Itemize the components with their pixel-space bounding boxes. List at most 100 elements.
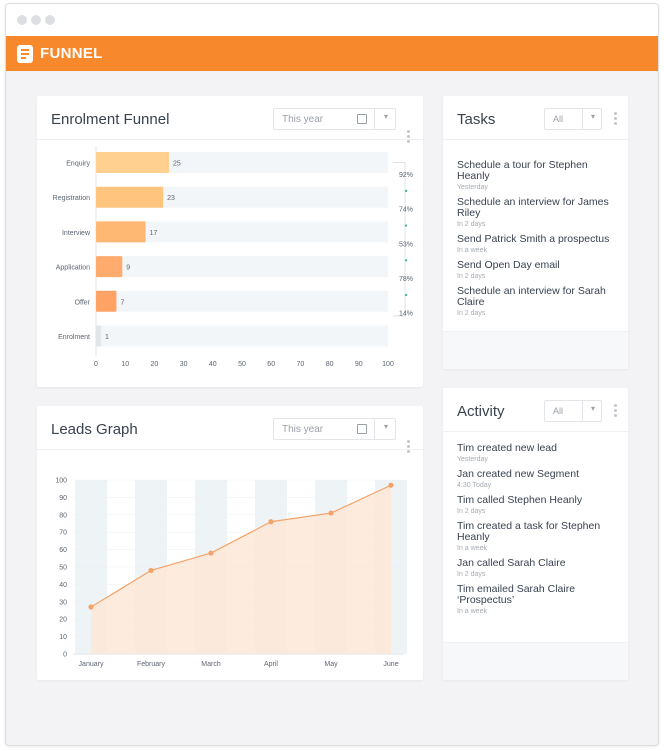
period-select[interactable]: This year ▾ [273, 108, 396, 130]
x-tick-label: 40 [209, 361, 217, 368]
category-label: Enquiry [66, 161, 90, 168]
funnel-bar [96, 290, 117, 312]
activity-text: Tim created a task for Stephen Heanly [457, 520, 601, 543]
y-tick-label: 0 [63, 652, 67, 659]
card-title: Leads Graph [51, 421, 138, 438]
activity-text: Tim called Stephen Heanly [457, 494, 583, 506]
tasks-filter-select[interactable]: All ▾ [544, 108, 602, 130]
task-item[interactable]: Send Open Day email In 2 days [457, 259, 618, 281]
activity-item[interactable]: Tim created a task for Stephen Heanly In … [457, 520, 618, 553]
task-text: Schedule a tour for Stephen Heanly [457, 159, 588, 182]
task-item[interactable]: Schedule an interview for James Riley In … [457, 197, 618, 229]
task-due: Yesterday [457, 184, 488, 191]
task-due: In 2 days [457, 221, 486, 228]
app-window: FUNNEL Enrolment Funnel This year ▾ Enqu… [5, 3, 659, 746]
data-point [268, 519, 274, 525]
x-tick-label: 90 [355, 361, 363, 368]
data-point [148, 567, 154, 574]
conversion-marker [405, 189, 407, 192]
kebab-menu-icon[interactable] [407, 440, 411, 455]
data-point [328, 510, 334, 516]
period-value: This year [282, 114, 324, 125]
bar-track [96, 290, 388, 312]
value-label: 25 [173, 161, 181, 168]
task-item[interactable]: Send Patrick Smith a prospectus In a week [457, 234, 618, 255]
activity-item[interactable]: Tim created new lead Yesterday [457, 443, 618, 464]
tasks-card: Tasks All ▾ Schedule a tour for Stephen … [443, 96, 628, 369]
activity-time: In a week [457, 545, 487, 552]
y-tick-label: 80 [59, 512, 67, 519]
y-tick-label: 50 [59, 565, 67, 572]
x-tick-label: 10 [121, 361, 129, 368]
brand-name[interactable]: FUNNEL [40, 45, 103, 62]
leads-area [91, 485, 391, 654]
value-label: 7 [120, 299, 124, 306]
activity-card: Activity All ▾ Tim created new lead Yeste… [443, 388, 628, 680]
window-minimize-dot[interactable] [31, 15, 41, 25]
funnel-bar [96, 256, 123, 278]
task-text: Schedule an interview for Sarah Claire [457, 285, 606, 308]
bar-track [96, 256, 388, 278]
activity-filter-select[interactable]: All ▾ [544, 400, 602, 422]
leads-graph-card: Leads Graph This year ▾ 0 10 20 30 40 50 60 70 8… [37, 406, 423, 680]
x-tick-label: 60 [267, 361, 275, 368]
x-tick-label: February [137, 661, 166, 668]
activity-time: Yesterday [457, 456, 488, 463]
window-close-dot[interactable] [17, 15, 27, 25]
kebab-menu-icon[interactable] [614, 404, 618, 419]
activity-text: Jan called Sarah Claire [457, 557, 566, 569]
task-due: In a week [457, 247, 487, 254]
category-label: Application [56, 265, 90, 272]
task-item[interactable]: Schedule an interview for Sarah Claire In… [457, 285, 618, 318]
period-select[interactable]: This year ▾ [273, 418, 396, 440]
conversion-marker [405, 259, 407, 262]
value-label: 9 [126, 265, 130, 272]
conversion-rate: 92% [399, 172, 413, 179]
card-footer [443, 331, 628, 369]
x-tick-label: 30 [180, 361, 188, 368]
activity-text: Jan created new Segment [457, 468, 579, 480]
x-tick-label: 100 [382, 361, 394, 368]
filter-value: All [553, 114, 564, 124]
y-tick-label: 90 [59, 495, 67, 502]
window-maximize-dot[interactable] [45, 15, 55, 25]
card-footer [443, 642, 628, 680]
card-title: Enrolment Funnel [51, 111, 170, 128]
x-tick-label: 80 [326, 361, 334, 368]
conversion-rate: 14% [399, 311, 413, 318]
x-tick-label: March [201, 661, 221, 668]
conversion-rate: 74% [399, 207, 413, 214]
x-tick-label: April [264, 661, 278, 668]
x-tick-label: 50 [238, 361, 246, 368]
chevron-down-icon: ▾ [383, 112, 388, 121]
task-text: Send Open Day email [457, 259, 560, 271]
activity-item[interactable]: Jan called Sarah Claire In 2 days [457, 557, 618, 579]
activity-list: Tim created new lead Yesterday Jan create… [457, 443, 618, 621]
category-label: Interview [62, 230, 91, 237]
funnel-bar [96, 325, 101, 347]
kebab-menu-icon[interactable] [407, 130, 411, 145]
calendar-icon [357, 424, 367, 434]
y-tick-label: 60 [59, 547, 67, 554]
task-item[interactable]: Schedule a tour for Stephen Heanly Yester… [457, 159, 618, 192]
value-label: 23 [167, 195, 175, 202]
chevron-down-icon: ▾ [383, 422, 388, 431]
card-title: Activity [457, 403, 505, 420]
filter-value: All [553, 406, 564, 416]
activity-time: In 2 days [457, 571, 486, 578]
kebab-menu-icon[interactable] [614, 112, 618, 127]
task-due: In 2 days [457, 310, 486, 317]
activity-item[interactable]: Tim emailed Sarah Claire ‘Prospectus’ In … [457, 584, 618, 616]
activity-item[interactable]: Tim called Stephen Heanly In 2 days [457, 494, 618, 516]
y-tick-label: 100 [55, 478, 67, 485]
x-tick-label: May [324, 661, 338, 668]
value-label: 17 [150, 230, 158, 237]
funnel-bar [96, 152, 169, 173]
activity-time: 4:30 Today [457, 482, 492, 489]
activity-item[interactable]: Jan created new Segment 4:30 Today [457, 468, 618, 490]
funnel-bar [96, 221, 146, 243]
chevron-down-icon: ▾ [590, 112, 595, 121]
calendar-icon [357, 114, 367, 124]
task-due: In 2 days [457, 273, 486, 280]
